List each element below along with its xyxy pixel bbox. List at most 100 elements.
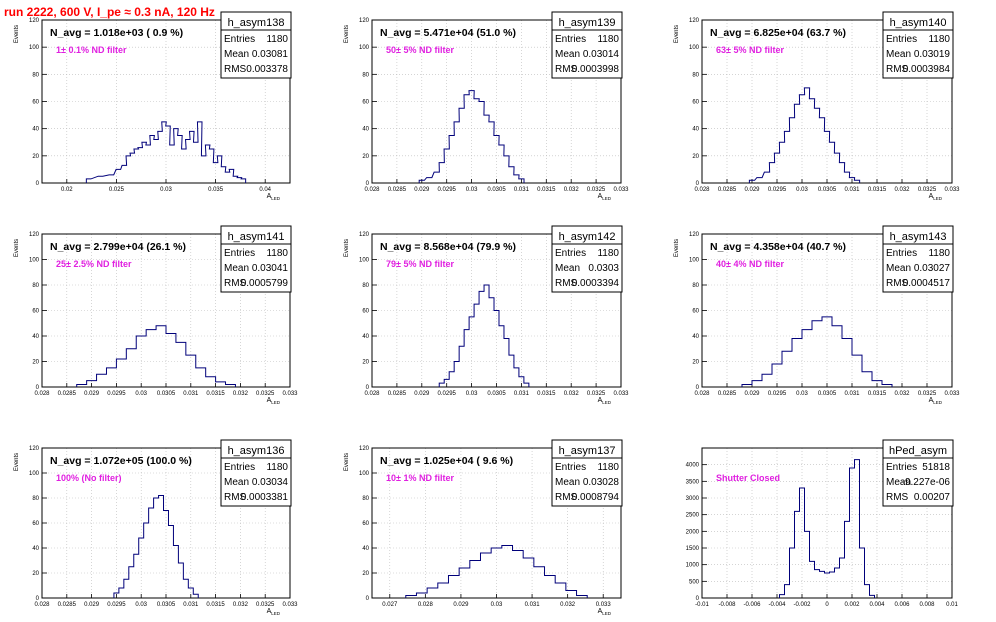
histogram-bars [741,316,893,387]
x-tick-label: 0.029 [744,391,760,397]
y-tick-label: 4000 [686,463,700,469]
x-tick-label: 0.032 [233,391,249,397]
x-tick-label: 0.03 [466,187,478,193]
histogram-panel-h_asym141: 0.028 0.0285 0.029 0.0295 0.03 0.0305 0.031 0.0… [14,225,298,405]
y-tick-label: 0 [366,385,370,391]
histogram-bars [405,545,588,598]
x-tick-label: 0.028 [34,391,50,397]
x-tick-label: 0.027 [382,602,398,608]
x-tick-label: 0.0295 [768,391,787,397]
x-tick-label: 0.0285 [718,187,737,193]
stats-value: 1180 [597,248,619,259]
stats-label: Entries [886,34,917,45]
x-tick-label: 0.03 [135,602,147,608]
y-tick-label: 80 [32,72,39,78]
x-tick-label: 0.0285 [58,602,77,608]
stats-label: RMS [886,492,909,503]
stats-value: 0.03041 [252,263,289,274]
x-tick-label: -0.004 [768,602,786,608]
y-tick-label: 100 [689,258,700,264]
y-tick-label: 100 [29,45,40,51]
x-tick-label: 0.04 [259,187,271,193]
y-tick-label: 40 [692,334,699,340]
stats-label: Entries [555,248,586,259]
x-tick-label: 0.031 [514,187,530,193]
run-title: run 2222, 600 V, I_pe ≈ 0.3 nA, 120 Hz [4,5,215,19]
x-tick-label: 0.028 [694,187,710,193]
y-tick-label: 500 [689,579,700,585]
y-tick-label: 100 [29,471,40,477]
y-tick-label: 80 [32,496,39,502]
x-tick-label: 0.0325 [918,391,937,397]
stats-label: RMS [886,278,909,289]
x-axis-title: ALED [267,397,281,405]
y-axis-title: Events [344,239,350,257]
x-tick-label: 0.028 [694,391,710,397]
x-tick-label: 0.0315 [537,391,556,397]
stats-value: 1180 [928,34,950,45]
x-tick-label: 0 [825,602,829,608]
filter-label: 10± 1% ND filter [386,473,454,483]
x-tick-label: 0.0305 [487,187,506,193]
histogram-panel-h_asym142: 0.028 0.0285 0.029 0.0295 0.03 0.0305 0.031 0.0… [344,225,629,405]
stats-box: h_asym136 Entries 1180 Mean 0.03034 RMS0.0003… [220,439,292,507]
y-axis-title: Events [674,25,680,43]
x-tick-label: 0.0315 [206,391,225,397]
stats-label: RMS [224,64,247,75]
stats-title: h_asym138 [228,17,285,29]
stats-label: RMS [555,278,578,289]
y-tick-label: 20 [692,154,699,160]
y-tick-label: 40 [32,546,39,552]
x-tick-label: 0.0315 [868,391,887,397]
stats-value: 1180 [266,34,288,45]
x-tick-label: 0.0305 [157,602,176,608]
histogram-bars [76,325,236,387]
x-tick-label: 0.033 [613,187,629,193]
x-tick-label: 0.0295 [107,391,126,397]
y-tick-label: 1500 [686,546,700,552]
y-tick-label: 60 [32,521,39,527]
y-tick-label: 80 [32,283,39,289]
histogram-panel-h_asym137: 0.027 0.028 0.029 0.03 0.031 0.032 0.033 0 20 40 6… [344,439,623,616]
x-tick-label: 0.0295 [107,602,126,608]
histogram-bars [779,459,875,598]
x-tick-label: 0.032 [894,391,910,397]
stats-value: 1180 [928,248,950,259]
x-tick-label: 0.008 [919,602,935,608]
stats-label: RMS [555,492,578,503]
x-tick-label: 0.032 [564,391,580,397]
y-tick-label: 120 [359,446,370,452]
stats-label: Mean [555,477,580,488]
stats-value: 0.00207 [914,492,951,503]
histogram-panel-h_asym140: 0.028 0.0285 0.029 0.0295 0.03 0.0305 0.031 0.0… [674,11,960,201]
stats-value: 1180 [266,462,288,473]
filter-label: 63± 5% ND filter [716,45,784,55]
x-tick-label: 0.0295 [438,187,457,193]
histogram-panel-hPed_asym: -0.01 -0.008 -0.006 -0.004 -0.002 0 0.002 0.004… [686,439,958,608]
x-tick-label: 0.0295 [438,391,457,397]
y-tick-label: 40 [362,127,369,133]
stats-box: h_asym142 Entries 1180 Mean 0.0303 RMS0.00033… [551,225,623,293]
x-axis-title: ALED [267,608,281,616]
stats-box: h_asym138 Entries 1180 Mean 0.03081 RMS 0.0033… [220,11,292,79]
stats-title: h_asym142 [559,231,616,243]
y-tick-label: 20 [362,571,369,577]
filter-label: 50± 5% ND filter [386,45,454,55]
stats-label: RMS [886,64,909,75]
histogram-panel-h_asym138: 0.02 0.025 0.03 0.035 0.04 0 20 40 60 80 100 120 Eve… [14,11,292,201]
stats-label: Entries [555,34,586,45]
y-tick-label: 20 [362,360,369,366]
y-axis-title: Events [14,239,20,257]
stats-title: h_asym139 [559,17,616,29]
stats-label: RMS [224,492,247,503]
histogram-bars [85,121,247,183]
x-tick-label: 0.031 [183,391,199,397]
y-tick-label: 80 [362,72,369,78]
y-tick-label: 60 [362,100,369,106]
stats-value: 0.03034 [252,477,289,488]
stats-value: 1180 [597,34,619,45]
y-tick-label: 120 [359,232,370,238]
n-avg-annotation: N_avg = 1.018e+03 ( 0.9 %) [50,27,183,39]
stats-label: Mean [886,477,911,488]
histogram-panel-h_asym143: 0.028 0.0285 0.029 0.0295 0.03 0.0305 0.031 0.0… [674,225,960,405]
